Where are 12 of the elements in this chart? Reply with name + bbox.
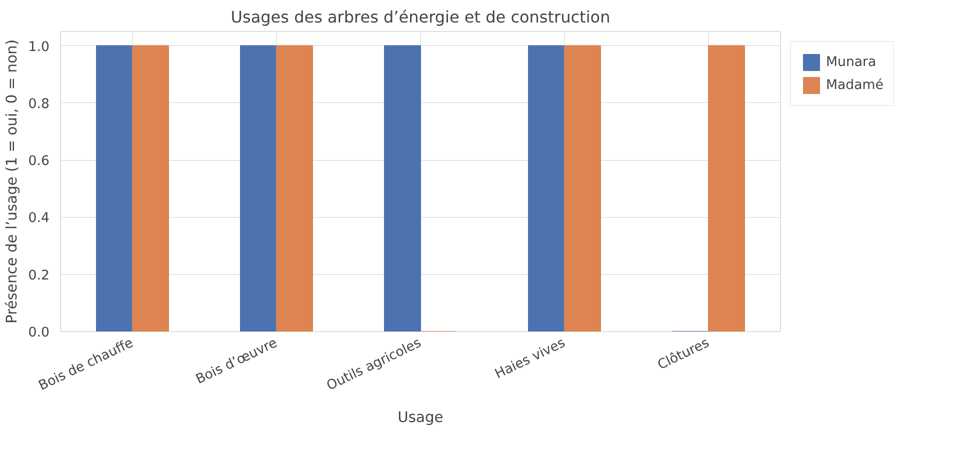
chart-title: Usages des arbres d’énergie et de construction [230, 8, 610, 26]
x-tick-label: Haies vives [492, 336, 568, 382]
y-tick-label: 0.4 [28, 211, 50, 226]
y-tick-label: 1.0 [28, 40, 50, 55]
y-tick-label: 0.8 [28, 96, 50, 112]
y-tick-label: 0.0 [28, 326, 50, 340]
legend-label: Munara [826, 54, 876, 70]
x-axis-title: Usage [398, 408, 444, 426]
y-tick-label: 0.2 [28, 268, 50, 284]
legend-label: Madamé [826, 78, 884, 92]
y-axis-title: Présence de l’usage (1 = oui, 0 = non) [3, 39, 20, 324]
y-tick-label: 0.6 [28, 154, 50, 170]
